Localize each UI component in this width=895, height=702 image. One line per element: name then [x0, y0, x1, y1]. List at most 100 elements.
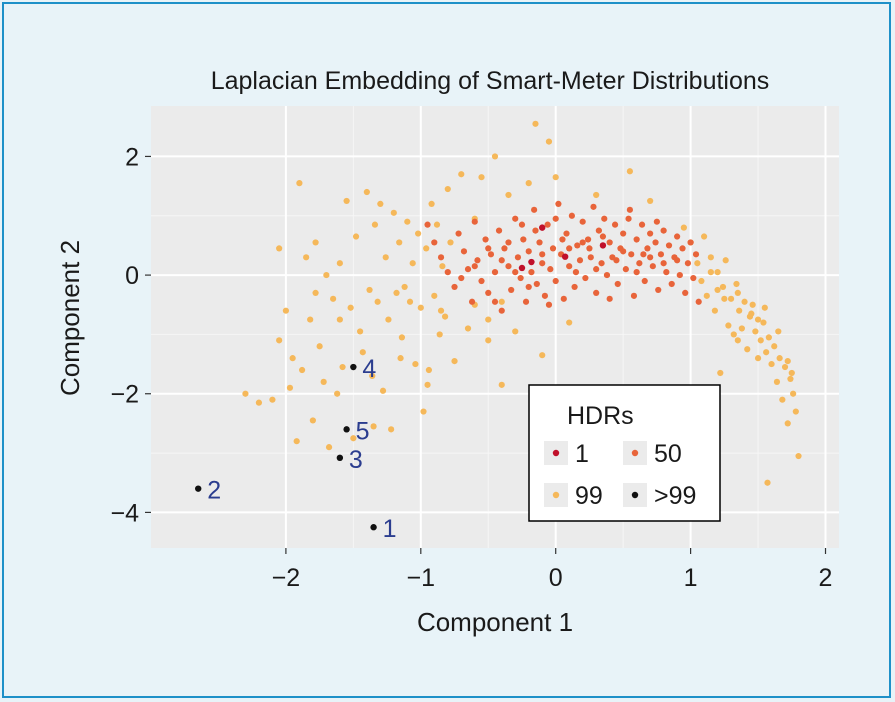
data-point [431, 239, 438, 246]
data-point [736, 307, 743, 314]
data-point [536, 239, 543, 246]
data-point [482, 236, 489, 243]
data-point [444, 269, 451, 276]
data-point [547, 266, 554, 273]
data-point [471, 218, 478, 225]
data-point [576, 257, 584, 264]
data-point [757, 337, 764, 344]
data-point [582, 274, 589, 282]
data-point [525, 248, 532, 255]
data-point [653, 218, 660, 225]
data-point [437, 254, 445, 261]
data-point [312, 289, 319, 296]
data-point [725, 322, 732, 329]
data-point [436, 331, 443, 338]
data-point [748, 310, 755, 317]
data-point [276, 337, 283, 344]
data-point [568, 212, 575, 219]
data-point [560, 295, 567, 302]
data-point [703, 292, 710, 299]
data-point [787, 375, 794, 383]
data-point [512, 269, 519, 276]
data-point [620, 230, 627, 237]
x-tick-label: 1 [684, 564, 698, 592]
data-point [711, 307, 718, 314]
data-point [382, 254, 389, 261]
legend-title: HDRs [567, 402, 634, 430]
data-point [593, 266, 600, 273]
data-point [599, 233, 607, 240]
data-point [633, 269, 640, 276]
data-point [598, 260, 605, 267]
data-point [514, 254, 522, 261]
data-point [498, 307, 505, 314]
data-point [741, 298, 748, 305]
x-tick-label: 0 [549, 564, 563, 592]
data-point [647, 230, 654, 237]
data-point [471, 263, 478, 270]
data-point [532, 120, 539, 127]
data-point [674, 233, 681, 240]
data-point [307, 316, 314, 323]
data-point [458, 171, 465, 178]
data-point [601, 215, 608, 222]
data-point [579, 218, 586, 225]
data-point [512, 328, 519, 335]
data-point [781, 363, 789, 371]
data-point [428, 200, 435, 207]
data-point [398, 334, 406, 341]
data-point [765, 334, 772, 341]
data-point [485, 316, 492, 323]
data-point [763, 349, 770, 356]
data-point [431, 292, 438, 299]
legend: HDRs 1 50 99 >99 [528, 384, 721, 522]
data-point [409, 260, 416, 267]
data-point [325, 444, 333, 451]
data-point [676, 271, 683, 279]
data-point [385, 316, 392, 323]
data-point [289, 355, 296, 362]
data-point [323, 271, 330, 279]
y-tick-label: 2 [125, 143, 139, 171]
data-point [773, 378, 781, 385]
data-point [561, 253, 569, 260]
data-point [522, 298, 530, 305]
data-point [700, 233, 708, 240]
data-point [531, 206, 538, 213]
data-point [790, 390, 797, 397]
data-point [563, 230, 570, 237]
data-point [707, 254, 714, 261]
data-point [595, 227, 602, 234]
data-point [498, 298, 505, 305]
data-point [734, 289, 741, 296]
plot-panel [151, 106, 839, 548]
data-point [495, 227, 503, 234]
data-point [784, 358, 791, 365]
data-point [417, 304, 424, 311]
legend-label: 50 [654, 440, 682, 468]
data-point [336, 260, 343, 267]
data-point [525, 180, 532, 187]
data-point [722, 257, 729, 264]
data-point [412, 360, 419, 368]
data-point [626, 206, 634, 213]
data-point [491, 269, 499, 276]
data-point [312, 239, 319, 246]
data-point [590, 203, 597, 210]
data-point [498, 381, 505, 388]
data-point [620, 248, 627, 255]
data-point [343, 426, 350, 433]
data-point [505, 263, 512, 270]
data-point [528, 269, 535, 276]
point-label: 2 [207, 477, 221, 505]
point-annotations: 1 2 3 4 5 [207, 355, 396, 543]
data-point [487, 251, 495, 258]
data-point [455, 230, 462, 237]
data-point [424, 381, 431, 388]
data-point [752, 328, 759, 335]
data-point [371, 221, 379, 228]
data-point [694, 260, 701, 267]
data-point [451, 358, 458, 365]
data-point [636, 260, 643, 267]
data-point [552, 277, 559, 285]
